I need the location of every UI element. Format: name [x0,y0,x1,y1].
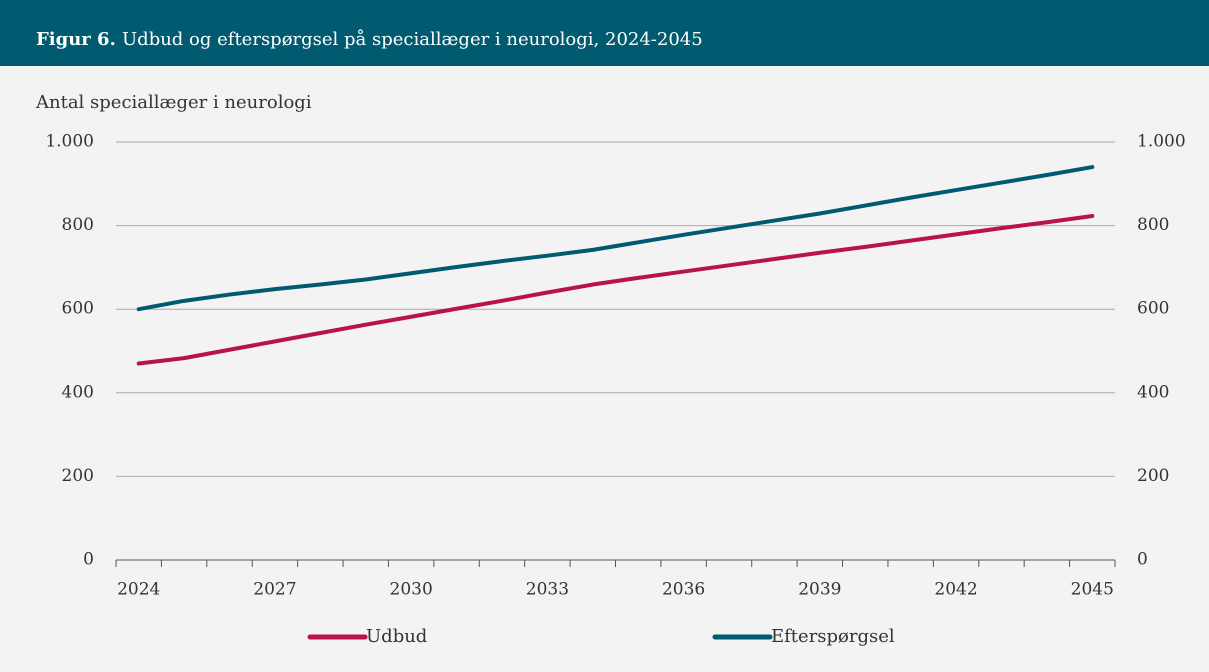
y2-tick-label: 400 [1137,382,1169,402]
y2-tick-label: 200 [1137,466,1169,486]
x-tick-label: 2045 [1071,580,1114,600]
y2-tick-label: 0 [1137,550,1148,570]
y-tick-label: 0 [83,550,94,570]
y2-tick-label: 800 [1137,215,1169,235]
legend-label: Efterspørgsel [771,626,895,647]
x-tick-label: 2039 [798,580,841,600]
x-tick-label: 2027 [253,580,296,600]
line-series [136,213,1095,366]
x-tick-label: 2042 [934,580,977,600]
x-tick-label: 2036 [662,580,705,600]
x-tick-label: 2033 [526,580,569,600]
y-tick-label: 400 [62,382,94,402]
y-tick-label: 800 [62,215,94,235]
y-tick-label: 1.000 [45,132,94,152]
line-series [136,165,1095,312]
x-tick-label: 2030 [390,580,433,600]
x-tick-label: 2024 [117,580,160,600]
y2-tick-label: 1.000 [1137,132,1186,152]
y2-tick-label: 600 [1137,299,1169,319]
figure-label: Figur 6. [36,29,116,50]
legend-label: Udbud [366,626,427,647]
y-axis-label: Antal speciallæger i neurologi [35,92,312,113]
y-tick-label: 600 [62,299,94,319]
chart-title: Udbud og efterspørgsel på speciallæger i… [122,28,703,50]
y-tick-label: 200 [62,466,94,486]
header-bar [0,0,1209,66]
